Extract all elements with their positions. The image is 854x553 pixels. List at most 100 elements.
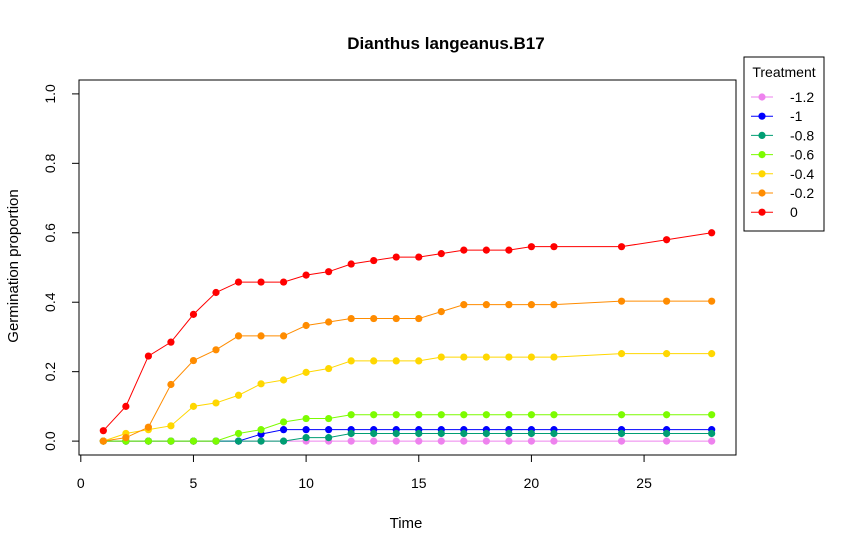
- legend-swatch-marker: [758, 208, 766, 216]
- data-point: [663, 236, 671, 244]
- data-point: [505, 429, 513, 438]
- plot-area-frame: [78, 79, 737, 456]
- data-point: [460, 353, 468, 361]
- legend-item: -0.4: [751, 166, 814, 182]
- legend-label: -0.8: [790, 127, 814, 143]
- data-point: [415, 253, 423, 261]
- data-point: [437, 429, 445, 438]
- legend-item: -1.2: [751, 89, 814, 105]
- data-point: [257, 278, 265, 286]
- data-point: [663, 350, 671, 358]
- data-point: [302, 368, 310, 376]
- data-point: [708, 229, 716, 237]
- data-point: [437, 353, 445, 361]
- data-point: [708, 297, 716, 305]
- data-point: [617, 429, 626, 438]
- data-point: [212, 399, 220, 407]
- legend-label: -1.2: [790, 89, 814, 105]
- legend-item: 0: [751, 204, 798, 220]
- data-point: [167, 380, 175, 389]
- y-tick-label: 1.0: [42, 84, 58, 104]
- legend-item: -0.2: [751, 185, 814, 201]
- data-point: [279, 278, 288, 286]
- legend-swatch-marker: [758, 131, 766, 139]
- data-point: [663, 437, 671, 445]
- data-point: [302, 271, 310, 279]
- data-point: [708, 411, 716, 419]
- data-point: [234, 278, 243, 286]
- legend-swatch-marker: [758, 151, 766, 159]
- y-tick-label: 0.8: [42, 153, 58, 173]
- data-point: [460, 429, 468, 438]
- data-point: [189, 356, 198, 365]
- series-line: [102, 232, 712, 432]
- x-tick-label: 15: [411, 475, 427, 491]
- data-point: [279, 437, 288, 445]
- data-point: [550, 411, 558, 419]
- legend-items: -1.2 -1 -0.8 -0.6 -0.4 -0.2 0: [751, 89, 814, 220]
- data-point: [212, 437, 220, 445]
- data-point: [505, 301, 513, 309]
- data-point: [482, 246, 490, 254]
- data-point: [392, 437, 400, 445]
- data-point: [550, 301, 558, 309]
- chart-title: Dianthus langeanus.B17: [347, 34, 544, 53]
- data-point: [392, 357, 400, 365]
- data-point: [550, 353, 558, 361]
- legend-label: -1: [790, 108, 803, 124]
- data-point: [663, 429, 671, 438]
- data-point: [144, 352, 152, 360]
- data-point: [234, 429, 243, 438]
- data-point: [460, 437, 468, 445]
- x-tick-label: 10: [298, 475, 314, 491]
- data-point: [527, 243, 536, 251]
- y-axis-label: Germination proportion: [5, 189, 22, 342]
- data-point: [482, 411, 490, 419]
- series-line: [103, 414, 712, 442]
- y-tick-label: 0.4: [42, 292, 58, 312]
- legend-box: [743, 56, 825, 232]
- data-point: [325, 364, 333, 373]
- data-point: [708, 429, 716, 438]
- legend-swatch-marker: [758, 112, 766, 120]
- data-point: [370, 411, 378, 419]
- legend-label: 0: [790, 204, 798, 220]
- data-point: [257, 332, 265, 340]
- legend-title: Treatment: [752, 64, 815, 80]
- data-point: [347, 437, 355, 445]
- data-point: [279, 418, 288, 426]
- data-point: [189, 402, 198, 410]
- data-point: [460, 301, 468, 309]
- data-point: [617, 297, 626, 305]
- x-tick-label: 5: [190, 475, 198, 491]
- data-point: [370, 357, 378, 365]
- data-point: [144, 437, 152, 445]
- y-tick-label: 0.6: [42, 223, 58, 243]
- data-point: [122, 402, 130, 410]
- data-point: [392, 314, 400, 323]
- data-point: [325, 318, 333, 326]
- legend: Treatment -1.2 -1 -0.8 -0.6 -0.4 -0.2 0: [743, 56, 825, 232]
- data-point: [550, 243, 558, 251]
- data-point: [482, 437, 490, 445]
- data-point: [325, 268, 333, 276]
- data-point: [505, 411, 513, 419]
- data-point: [325, 426, 333, 434]
- data-point: [167, 338, 175, 346]
- data-point: [617, 437, 626, 445]
- data-point: [234, 437, 243, 445]
- data-point: [527, 353, 536, 361]
- data-point: [302, 426, 310, 434]
- data-point: [370, 429, 378, 438]
- data-point: [437, 250, 445, 258]
- data-point: [460, 246, 468, 254]
- data-point: [437, 411, 445, 419]
- y-tick-label: 0.2: [42, 362, 58, 382]
- data-point: [617, 411, 626, 419]
- data-point: [505, 437, 513, 445]
- data-point: [234, 391, 243, 399]
- y-axis: 0.0 0.2 0.4 0.6 0.8 1.0: [42, 84, 80, 451]
- data-point: [708, 437, 716, 445]
- data-point: [437, 437, 445, 445]
- data-point: [392, 429, 400, 438]
